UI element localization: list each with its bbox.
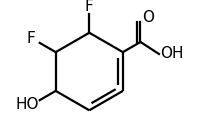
Text: HO: HO (15, 97, 39, 112)
Text: F: F (26, 31, 35, 46)
Text: F: F (85, 0, 94, 14)
Text: OH: OH (160, 47, 184, 61)
Text: O: O (142, 10, 154, 26)
